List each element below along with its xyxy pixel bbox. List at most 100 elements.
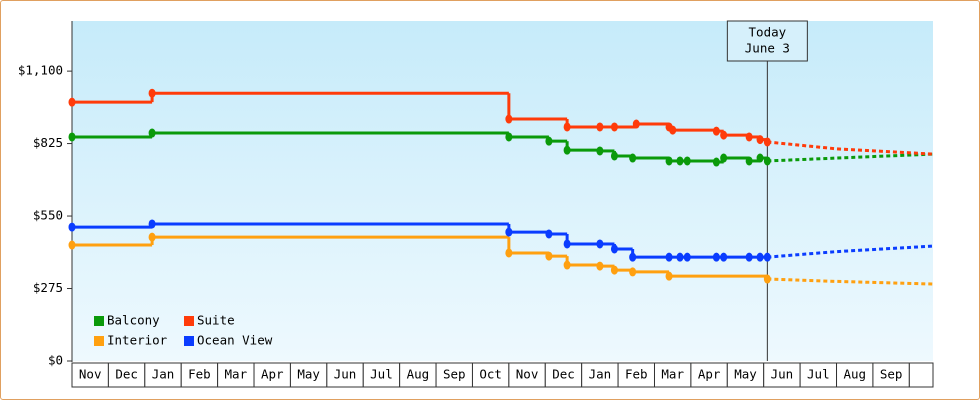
month-cell — [289, 362, 328, 388]
x-month-label: Jul — [807, 367, 830, 382]
price-point — [68, 132, 76, 142]
x-month-label: Aug — [407, 367, 430, 382]
plot-area — [72, 21, 933, 361]
price-point — [596, 122, 604, 132]
price-point — [676, 156, 684, 166]
x-month-label: May — [734, 367, 757, 382]
legend-label: Ocean View — [197, 333, 273, 348]
price-point — [563, 239, 571, 249]
x-month-label: Dec — [115, 367, 138, 382]
price-point — [610, 244, 618, 254]
price-point — [676, 252, 684, 262]
price-point — [148, 219, 156, 229]
price-point — [665, 271, 673, 281]
price-point — [763, 137, 771, 147]
x-month-label: Jun — [334, 367, 357, 382]
month-cell — [872, 362, 910, 388]
price-point — [505, 114, 513, 124]
price-point — [712, 126, 720, 136]
forecast-line — [767, 244, 934, 259]
legend-swatch — [94, 316, 104, 326]
price-point — [763, 156, 771, 166]
x-month-label: Mar — [661, 367, 684, 382]
x-month-label: Jan — [152, 367, 175, 382]
x-month-label: Apr — [698, 367, 721, 382]
x-month-label: Sep — [880, 367, 903, 382]
legend-swatch — [184, 316, 194, 326]
month-cell — [508, 362, 546, 388]
x-month-label: Oct — [479, 367, 502, 382]
x-month-label: May — [297, 367, 320, 382]
month-cell — [362, 362, 401, 388]
price-point — [756, 252, 764, 262]
price-point — [712, 252, 720, 262]
price-point — [720, 252, 728, 262]
month-cell — [544, 362, 583, 388]
today-box — [726, 20, 808, 62]
x-month-label: Aug — [843, 367, 866, 382]
price-point — [756, 153, 764, 163]
month-cell — [71, 362, 109, 388]
price-point — [665, 252, 673, 262]
forecast-line — [767, 277, 934, 286]
price-point — [745, 252, 753, 262]
price-point — [505, 248, 513, 258]
price-point — [610, 122, 618, 132]
price-point — [596, 239, 604, 249]
price-point — [545, 229, 553, 239]
x-month-label: Jul — [370, 367, 393, 382]
today-label: Today — [749, 25, 787, 40]
month-cell — [471, 362, 510, 388]
price-point — [763, 252, 771, 262]
forecast-line — [767, 140, 934, 156]
price-point — [148, 88, 156, 98]
legend-swatch — [94, 336, 104, 346]
price-point — [505, 132, 513, 142]
x-month-label: Dec — [552, 367, 575, 382]
month-cell — [180, 362, 219, 388]
price-point — [683, 252, 691, 262]
y-tick-label: $1,100 — [18, 63, 63, 78]
price-point — [545, 251, 553, 261]
price-point — [745, 132, 753, 142]
month-cell — [217, 362, 255, 388]
price-point — [563, 122, 571, 132]
price-point — [629, 267, 637, 277]
x-month-label: Nov — [516, 367, 539, 382]
price-point — [756, 135, 764, 145]
price-point — [505, 227, 513, 237]
price-point — [563, 145, 571, 155]
price-point — [712, 157, 720, 167]
month-cell — [435, 362, 473, 388]
legend-label: Suite — [197, 313, 235, 328]
y-tick-label: $275 — [33, 280, 63, 295]
month-cell — [908, 362, 934, 388]
month-cell — [399, 362, 437, 388]
price-point — [68, 222, 76, 232]
x-month-label: Mar — [225, 367, 248, 382]
price-point — [665, 156, 673, 166]
price-point — [610, 265, 618, 275]
x-month-label: Sep — [443, 367, 466, 382]
forecast-line — [767, 152, 934, 163]
price-point — [545, 136, 553, 146]
price-point — [596, 261, 604, 271]
x-month-label: Nov — [79, 367, 102, 382]
y-tick-label: $550 — [33, 208, 63, 223]
price-point — [745, 156, 753, 166]
month-cell — [690, 362, 728, 388]
month-cell — [253, 362, 291, 388]
legend-swatch — [184, 336, 194, 346]
price-point — [148, 232, 156, 242]
price-point — [68, 97, 76, 107]
price-point — [629, 153, 637, 163]
month-cell — [653, 362, 692, 388]
price-point — [683, 156, 691, 166]
price-point — [596, 146, 604, 156]
x-month-label: Feb — [625, 367, 648, 382]
price-point — [563, 260, 571, 270]
x-month-label: Feb — [188, 367, 211, 382]
price-point — [632, 119, 640, 129]
